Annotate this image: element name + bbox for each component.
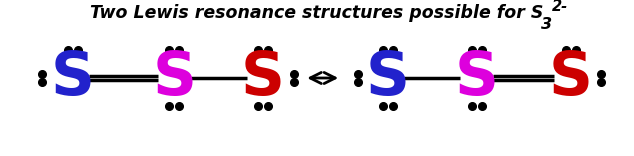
Text: S: S bbox=[548, 49, 593, 107]
Text: S: S bbox=[241, 49, 285, 107]
Text: Two Lewis resonance structures possible for S: Two Lewis resonance structures possible … bbox=[90, 4, 544, 22]
Text: S: S bbox=[152, 49, 197, 107]
Text: 2-: 2- bbox=[552, 0, 569, 14]
Text: S: S bbox=[366, 49, 410, 107]
Text: S: S bbox=[455, 49, 499, 107]
Text: S: S bbox=[51, 49, 95, 107]
Text: 3: 3 bbox=[541, 17, 552, 32]
